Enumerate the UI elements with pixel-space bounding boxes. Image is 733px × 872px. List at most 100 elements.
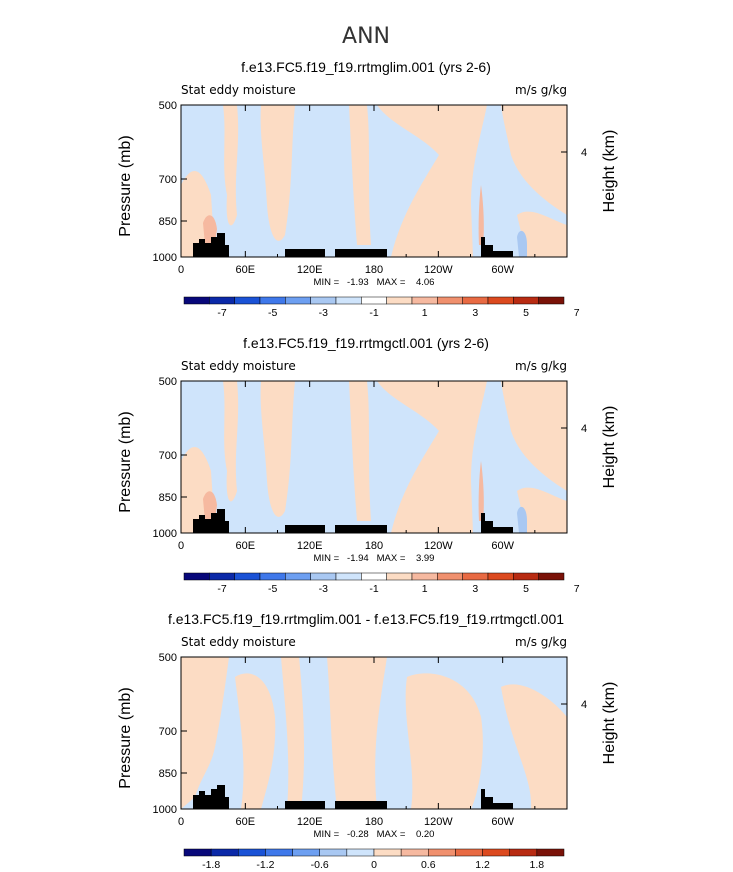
colorbar-segment [462,572,489,581]
colorbar-label: 1 [422,307,428,319]
terrain-block [205,795,211,809]
colorbar-label: -3 [319,583,328,595]
positive-contour [501,684,567,809]
ylabel-right: Height (km) [601,130,618,213]
colorbar-segment [285,296,311,305]
colorbar-segment [259,572,286,581]
colorbar-segment [361,296,387,305]
colorbar-label: -0.6 [311,859,329,871]
colorbar-segment [209,296,235,305]
colorbar-label: 5 [523,583,529,595]
terrain-block [285,525,325,533]
positive-contour [260,105,295,241]
xtick-label: 60W [491,264,514,276]
xtick-label: 180 [365,816,383,828]
colorbar-segment [487,572,514,581]
ytick-label: 700 [159,174,177,186]
terrain-block [485,245,493,257]
panel-2: f.e13.FC5.f19_f19.rrtmgctl.001 (yrs 2-6)… [117,335,618,595]
colorbar-segment [411,296,438,305]
positive-contour [349,381,371,521]
positive-contour-strong [478,185,484,245]
panel-title: f.e13.FC5.f19_f19.rrtmglim.001 - f.e13.F… [168,611,564,627]
colorbar-segment [209,572,235,581]
terrain-block [335,801,387,809]
terrain-block [211,237,217,257]
colorbar-segment [536,848,565,857]
colorbar-segment [455,848,483,857]
ylabel: Pressure (mb) [117,135,134,236]
positive-contour [377,381,487,533]
terrain-block [481,237,485,257]
positive-contour [405,673,483,809]
panels: f.e13.FC5.f19_f19.rrtmglim.001 (yrs 2-6)… [117,59,618,871]
panel-left-label: Stat eddy moisture [181,359,296,373]
positive-contour [517,211,567,257]
xtick-label: 180 [365,540,383,552]
terrain-block [193,519,199,533]
colorbar-segment [361,572,387,581]
stats-label: MIN = -0.28 MAX = 0.20 [314,829,435,840]
ytick-label: 500 [159,376,177,388]
colorbar-label: 1.2 [475,859,490,871]
ytick-label: 500 [159,100,177,112]
colorbar-label: 0.6 [421,859,436,871]
ytick-label: 700 [159,450,177,462]
terrain-block [193,795,199,809]
positive-contour-strong [478,461,484,521]
colorbar-segment [386,572,413,581]
colorbar-segment [183,848,212,857]
panel-units: m/s g/kg [515,359,567,373]
colorbar-label: -7 [217,307,226,319]
colorbar-segment [437,296,463,305]
xtick-label: 120E [297,816,323,828]
ytick-right-label: 4 [581,147,587,159]
colorbar-segment [310,572,337,581]
colorbar-segment [513,572,539,581]
colorbar-segment [400,848,429,857]
colorbar-label: 5 [523,307,529,319]
colorbar-segment [319,848,348,857]
ytick-label: 850 [159,492,177,504]
colorbar-label: -1.8 [202,859,220,871]
colorbar-segment [462,296,489,305]
xtick-label: 60W [491,540,514,552]
ylabel-right: Height (km) [601,406,618,489]
colorbar-segment [292,848,320,857]
colorbar-label: 3 [472,583,478,595]
ylabel: Pressure (mb) [117,411,134,512]
colorbar-segment [437,572,463,581]
xtick-label: 60E [236,264,256,276]
colorbar-segment [538,296,565,305]
stats-label: MIN = -1.93 MAX = 4.06 [314,277,435,288]
terrain-block [481,789,485,809]
terrain-block [481,513,485,533]
xtick-label: 60E [236,540,256,552]
positive-contour [235,673,276,809]
panel-left-label: Stat eddy moisture [181,635,296,649]
panel-left-label: Stat eddy moisture [181,83,296,97]
colorbar-segment [538,572,565,581]
ylabel-right: Height (km) [601,682,618,765]
colorbar-label: 7 [574,307,580,319]
colorbar-label: -1.2 [256,859,274,871]
colorbar-label: 0 [371,859,377,871]
main-title: ANN [342,24,390,49]
terrain-block [225,245,229,257]
terrain-block [199,791,205,809]
field-background [181,105,567,257]
terrain-block [217,233,225,257]
ytick-right-label: 4 [581,423,587,435]
colorbar-segment [487,296,514,305]
colorbar-segment [183,572,210,581]
ytick-label: 1000 [153,252,177,264]
colorbar-label: -5 [268,583,277,595]
ytick-label: 850 [159,768,177,780]
panel-units: m/s g/kg [515,635,567,649]
terrain-block [335,525,387,533]
positive-contour [501,105,567,215]
colorbar-label: 3 [472,307,478,319]
ytick-label: 500 [159,652,177,664]
colorbar-segment [335,572,362,581]
colorbar-segment [373,848,402,857]
